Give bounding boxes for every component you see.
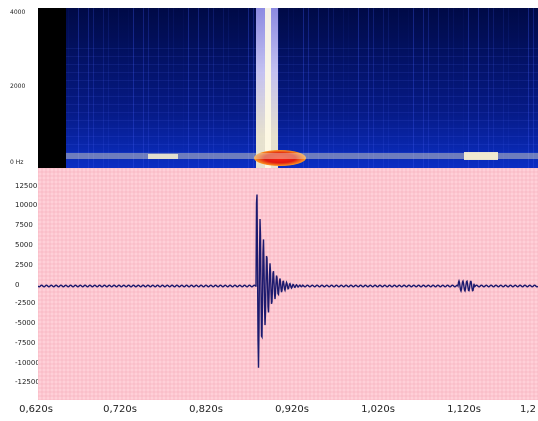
- wave-tick-neg-2500: -2500: [15, 299, 36, 307]
- spectrogram-low-band: [66, 153, 538, 159]
- spectrogram-panel: 4000 2000 0 Hz: [0, 0, 538, 168]
- time-tick-0620: 0,620s: [19, 404, 53, 415]
- spectrogram-blank-region: [38, 8, 66, 168]
- spectrogram-early-event: [148, 154, 178, 159]
- wave-tick-neg-7500: -7500: [15, 339, 36, 347]
- time-tick-1020: 1,020s: [361, 404, 395, 415]
- time-tick-0920: 0,920s: [275, 404, 309, 415]
- time-tick-0720: 0,720s: [103, 404, 137, 415]
- wave-tick-5000: 5000: [15, 241, 33, 249]
- wave-tick-neg-12500: -12500: [15, 378, 40, 386]
- time-tick-1120: 1,120s: [447, 404, 481, 415]
- spectrogram-frequency-axis: 4000 2000 0 Hz: [0, 0, 38, 168]
- waveform-trace: [37, 194, 538, 368]
- spectrogram-plot[interactable]: [38, 8, 538, 168]
- waveform-grid: [37, 167, 538, 401]
- waveform-panel: 12500 10000 7500 5000 2500 0 -2500 -5000…: [0, 167, 538, 401]
- wave-tick-12500: 12500: [15, 182, 38, 190]
- wave-tick-10000: 10000: [15, 201, 38, 209]
- waveform-plot[interactable]: [37, 167, 538, 401]
- spectrogram-burst-core: [265, 8, 271, 168]
- spectrogram-background: [38, 8, 538, 168]
- spectrogram-late-event: [464, 152, 498, 160]
- spectrogram-peak-energy: [254, 150, 306, 166]
- spectrogram-tick-2000: 2000: [10, 83, 26, 90]
- spectrogram-tick-4000: 4000: [10, 9, 26, 16]
- wave-tick-0: 0: [15, 281, 20, 289]
- spectrogram-image: [38, 8, 538, 168]
- time-tick-0820: 0,820s: [189, 404, 223, 415]
- time-tick-12: 1,2: [520, 404, 536, 415]
- wave-tick-neg-10000: -10000: [15, 359, 40, 367]
- time-axis: 0,620s 0,720s 0,820s 0,920s 1,020s 1,120…: [0, 400, 538, 421]
- wave-tick-2500: 2500: [15, 261, 33, 269]
- waveform-image: [37, 167, 538, 401]
- spectrogram-tick-0hz: 0 Hz: [10, 159, 24, 166]
- waveform-amplitude-axis: 12500 10000 7500 5000 2500 0 -2500 -5000…: [0, 168, 40, 400]
- wave-tick-7500: 7500: [15, 221, 33, 229]
- wave-tick-neg-5000: -5000: [15, 319, 36, 327]
